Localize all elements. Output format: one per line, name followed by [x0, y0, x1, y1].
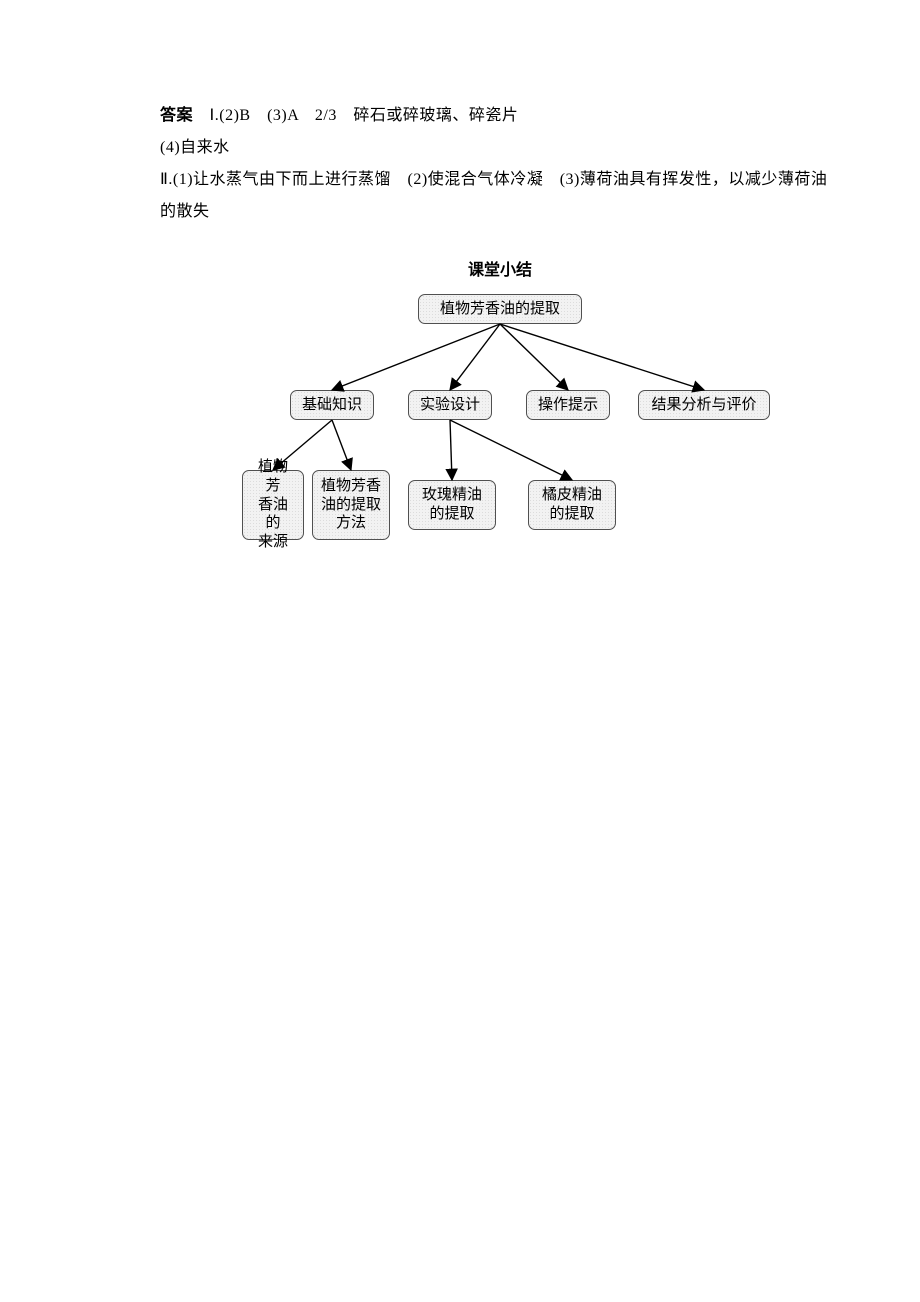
answer-label: 答案 — [160, 107, 193, 124]
edge-root-n2 — [450, 324, 500, 390]
edge-root-n1 — [332, 324, 500, 390]
node-n4: 结果分析与评价 — [638, 390, 770, 420]
answer-block: 答案 Ⅰ.(2)B (3)A 2/3 碎石或碎玻璃、碎瓷片 (4)自来水 Ⅱ.(… — [160, 100, 840, 228]
edge-n1-n1b — [332, 420, 351, 470]
node-n2b: 橘皮精油 的提取 — [528, 480, 616, 530]
node-n1: 基础知识 — [290, 390, 374, 420]
node-root: 植物芳香油的提取 — [418, 294, 582, 324]
node-n1b: 植物芳香 油的提取 方法 — [312, 470, 390, 540]
edge-n2-n2a — [450, 420, 452, 480]
diagram-edges — [220, 294, 780, 554]
node-n1a: 植物芳 香油的 来源 — [242, 470, 304, 540]
answer-line-1: 答案 Ⅰ.(2)B (3)A 2/3 碎石或碎玻璃、碎瓷片 — [160, 100, 840, 132]
node-n3: 操作提示 — [526, 390, 610, 420]
edge-root-n3 — [500, 324, 568, 390]
node-n2: 实验设计 — [408, 390, 492, 420]
edge-root-n4 — [500, 324, 704, 390]
node-n2a: 玫瑰精油 的提取 — [408, 480, 496, 530]
concept-diagram: 植物芳香油的提取基础知识 实验设计 操作提示结果分析与评价植物芳 香油的 来源植物芳… — [220, 294, 780, 554]
edge-n2-n2b — [450, 420, 572, 480]
summary-title: 课堂小结 — [160, 256, 840, 280]
answer-line-3: Ⅱ.(1)让水蒸气由下而上进行蒸馏 (2)使混合气体冷凝 (3)薄荷油具有挥发性… — [160, 164, 840, 228]
answer-line-2: (4)自来水 — [160, 132, 840, 164]
answer-line-1-rest: Ⅰ.(2)B (3)A 2/3 碎石或碎玻璃、碎瓷片 — [193, 107, 518, 124]
